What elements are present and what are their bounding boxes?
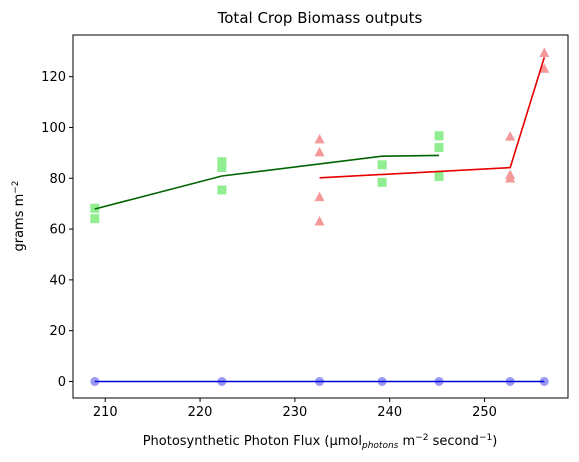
data-point-triangle [314,133,325,144]
plot-marks [90,47,550,386]
y-axis-label: grams m−2 [11,180,27,251]
data-point-square [377,160,387,170]
x-axis-label-sub: photons [361,441,399,451]
x-tick-label: 230 [282,405,307,420]
x-axis-label: Photosynthetic Photon Flux (µmolphotons … [143,433,498,451]
y-axis-label-sup: −2 [11,180,21,193]
data-point-square [377,177,387,187]
data-point-square [434,131,444,141]
y-tick-label: 120 [41,70,66,85]
x-axis-ticks: 210 220 230 240 250 [93,398,497,420]
x-axis-label-mid: m [398,434,415,449]
data-point-triangle [505,173,516,183]
y-tick-label: 0 [58,375,66,390]
x-tick-label: 210 [93,405,118,420]
x-axis-label-sup2: −1 [479,433,492,443]
data-point-triangle [314,146,325,157]
data-point-triangle [539,47,550,58]
data-point-square [217,157,227,167]
data-point-square [217,163,227,173]
data-point-square [434,143,444,153]
y-axis-label-prefix: grams m [12,194,27,252]
y-tick-label: 100 [41,121,66,136]
x-axis-label-suffix: ) [492,434,497,449]
x-tick-label: 250 [472,405,497,420]
trend-line [319,57,546,179]
data-point-triangle [314,191,325,202]
x-axis-label-mid2: second [428,434,479,449]
y-axis-ticks: 0 20 40 60 80 100 120 [41,70,73,390]
data-point-square [217,185,227,195]
x-tick-label: 240 [377,405,402,420]
y-tick-label: 20 [49,324,66,339]
plot-frame [72,34,569,399]
x-tick-label: 220 [188,405,213,420]
y-tick-label: 40 [49,273,66,288]
chart-title: Total Crop Biomass outputs [217,9,423,27]
data-point-triangle [505,131,516,141]
data-point-square [434,171,444,181]
data-point-triangle [539,63,550,73]
trend-line [94,154,440,210]
x-axis-label-sup1: −2 [415,433,428,443]
data-point-square [90,214,100,224]
data-point-triangle [314,215,325,226]
y-tick-label: 80 [49,172,66,187]
x-axis-label-prefix: Photosynthetic Photon Flux (µmol [143,434,362,449]
y-tick-label: 60 [49,223,66,238]
